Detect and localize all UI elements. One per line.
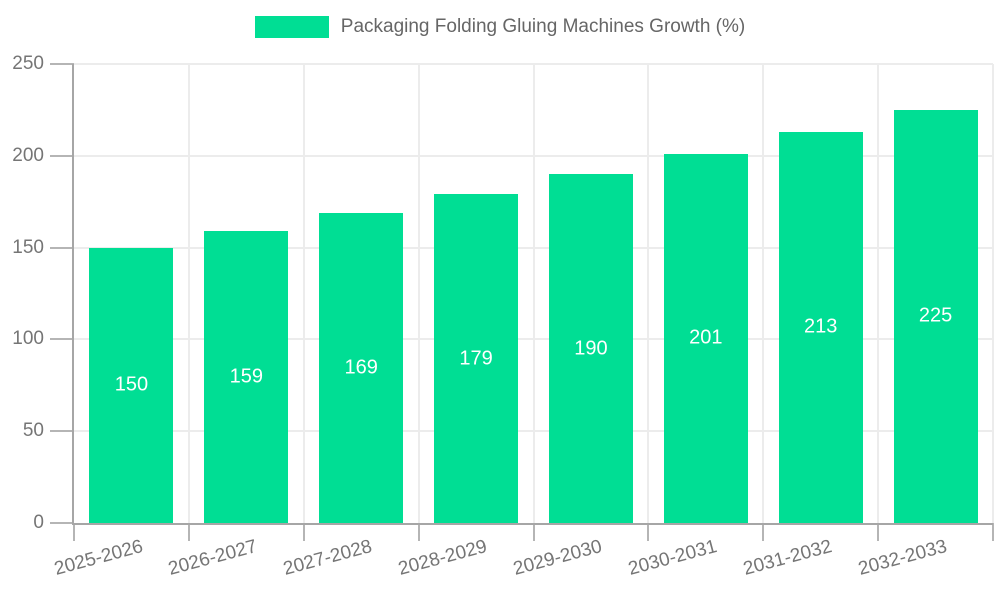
y-axis-tick xyxy=(50,63,74,65)
y-tick-label: 100 xyxy=(12,328,44,350)
bar-value-label: 213 xyxy=(804,315,838,338)
x-axis-tick xyxy=(647,523,650,541)
x-axis-tick xyxy=(532,523,535,541)
y-tick-label: 250 xyxy=(12,53,44,74)
x-tick-label: 2025-2026 xyxy=(51,536,145,580)
bar-value-label: 169 xyxy=(344,356,378,379)
bar-value-label: 201 xyxy=(689,326,723,349)
gridline xyxy=(417,64,420,523)
gridline xyxy=(187,64,190,523)
y-axis-tick xyxy=(50,338,74,341)
bar: 169 xyxy=(319,212,404,523)
gridline xyxy=(532,64,535,523)
gridline xyxy=(647,64,650,523)
bar: 150 xyxy=(89,247,174,523)
legend-label: Packaging Folding Gluing Machines Growth… xyxy=(340,16,746,37)
bar: 225 xyxy=(893,109,978,523)
y-axis-tick xyxy=(50,154,74,157)
y-axis-line xyxy=(72,64,74,523)
x-tick-label: 2029-2030 xyxy=(511,536,605,580)
x-axis-tick xyxy=(302,523,305,541)
bar: 190 xyxy=(548,174,633,523)
bar: 159 xyxy=(204,231,289,523)
bar-value-label: 179 xyxy=(459,347,493,370)
x-axis-tick xyxy=(992,523,994,541)
bar-value-label: 190 xyxy=(574,337,608,360)
x-tick-label: 2026-2027 xyxy=(166,536,260,580)
x-axis-tick xyxy=(762,523,765,541)
bar: 179 xyxy=(434,194,519,523)
y-tick-label: 0 xyxy=(33,512,44,533)
x-tick-label: 2030-2031 xyxy=(626,536,720,580)
x-axis-tick xyxy=(417,523,420,541)
bar-value-label: 159 xyxy=(229,365,263,388)
x-axis-tick xyxy=(73,523,75,541)
gridline xyxy=(762,64,765,523)
gridline xyxy=(992,64,994,523)
y-axis-tick xyxy=(50,246,74,249)
y-axis-tick xyxy=(50,522,74,524)
y-tick-label: 150 xyxy=(12,236,44,258)
bar: 201 xyxy=(663,153,748,523)
chart-legend[interactable]: Packaging Folding Gluing Machines Growth… xyxy=(0,16,1000,38)
bar: 213 xyxy=(778,131,863,523)
x-axis-line xyxy=(72,523,993,525)
x-tick-label: 2031-2032 xyxy=(740,536,835,580)
x-tick-label: 2032-2033 xyxy=(855,536,949,580)
x-tick-label: 2027-2028 xyxy=(281,536,375,580)
bar-value-label: 150 xyxy=(114,373,149,396)
gridline xyxy=(877,64,880,523)
x-axis-tick xyxy=(877,523,880,541)
y-tick-label: 200 xyxy=(12,144,44,166)
x-tick-label: 2028-2029 xyxy=(396,536,490,580)
x-axis-tick xyxy=(187,523,190,541)
gridline xyxy=(302,64,305,523)
y-tick-label: 50 xyxy=(22,420,44,442)
bar-value-label: 225 xyxy=(918,304,953,327)
legend-swatch xyxy=(254,16,329,38)
y-axis-tick xyxy=(50,430,74,433)
